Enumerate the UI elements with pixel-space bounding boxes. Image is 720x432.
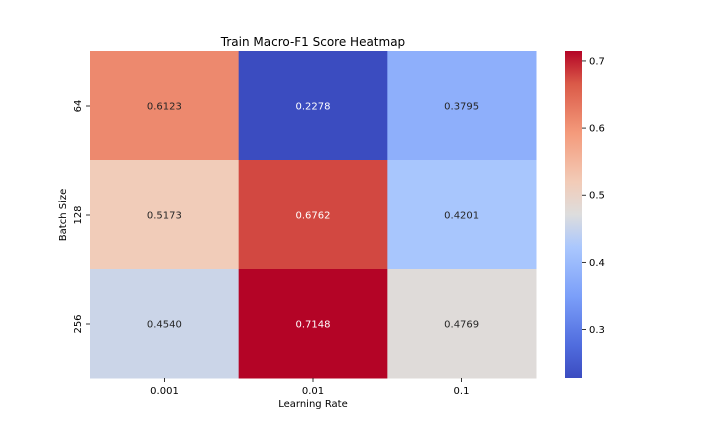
heatmap-cell-label: 0.5173 (147, 211, 182, 222)
heatmap-cell (387, 160, 537, 270)
heatmap-cell-label: 0.6123 (147, 102, 182, 113)
colorbar-tick-label: 0.6 (589, 124, 605, 135)
heatmap-cell-label: 0.3795 (444, 102, 479, 113)
heatmap-cell-labels: 0.6123 0.2278 0.3795 0.5173 0.6762 0.4201 0.45… (147, 102, 479, 331)
x-tick-label-0: 0.001 (150, 386, 179, 397)
heatmap-cells (90, 51, 537, 379)
colorbar-tick-label: 0.5 (589, 191, 605, 202)
x-axis-label: Learning Rate (278, 399, 348, 410)
colorbar: 0.3 0.4 0.5 0.6 0.7 (565, 51, 605, 378)
colorbar-tick-label: 0.3 (589, 325, 605, 336)
colorbar-tick-label: 0.4 (589, 258, 605, 269)
heatmap-cell-label: 0.4201 (444, 211, 479, 222)
x-tick-label-1: 0.01 (302, 386, 324, 397)
y-axis-label: Batch Size (58, 189, 69, 241)
colorbar-ticks: 0.3 0.4 0.5 0.6 0.7 (582, 56, 605, 336)
colorbar-bar (565, 51, 582, 378)
heatmap-cell-label: 0.6762 (296, 211, 331, 222)
y-axis: 64 128 256 Batch Size (58, 100, 90, 334)
y-tick-label-2: 256 (73, 314, 84, 333)
heatmap-cell (238, 160, 388, 270)
heatmap-cell (387, 51, 537, 161)
heatmap-cell (90, 269, 240, 379)
heatmap-cell (238, 269, 388, 379)
chart-title: Train Macro-F1 Score Heatmap (220, 35, 405, 49)
heatmap-cell (387, 269, 537, 379)
heatmap-cell-label: 0.7148 (296, 320, 331, 331)
y-tick-label-1: 128 (73, 205, 84, 224)
heatmap-cell-label: 0.2278 (296, 102, 331, 113)
y-tick-label-0: 64 (73, 100, 84, 113)
colorbar-tick-label: 0.7 (589, 56, 605, 67)
heatmap-cell (90, 51, 240, 161)
heatmap-cell (238, 51, 388, 161)
x-axis: 0.001 0.01 0.1 Learning Rate (150, 378, 469, 410)
heatmap-cell (90, 160, 240, 270)
heatmap-cell-label: 0.4540 (147, 320, 182, 331)
heatmap-cell-label: 0.4769 (444, 320, 479, 331)
x-tick-label-2: 0.1 (454, 386, 470, 397)
